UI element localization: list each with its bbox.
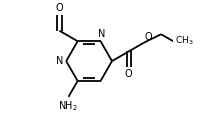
Text: N: N	[97, 29, 104, 39]
Text: N: N	[56, 56, 63, 66]
Text: NH$_2$: NH$_2$	[58, 99, 77, 113]
Text: O: O	[144, 32, 151, 42]
Text: CH$_3$: CH$_3$	[174, 35, 193, 47]
Text: O: O	[55, 3, 62, 13]
Text: O: O	[124, 69, 132, 79]
